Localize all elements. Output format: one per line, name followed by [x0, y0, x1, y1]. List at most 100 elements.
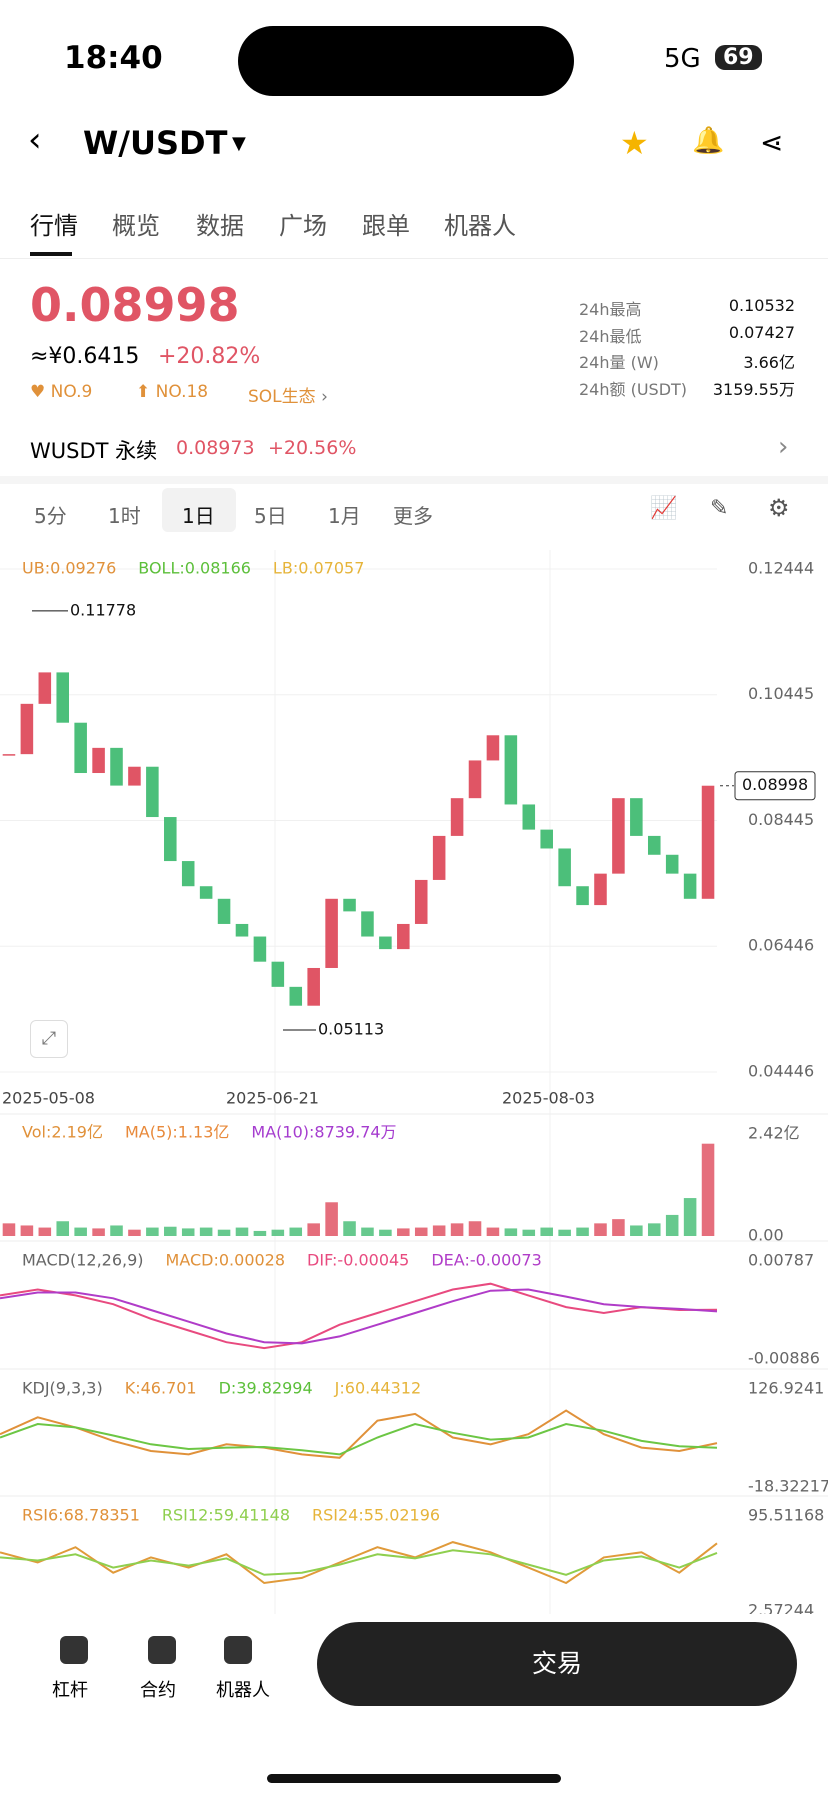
tab[interactable]: 行情 [30, 212, 78, 240]
legend-text: RSI6:68.78351 [22, 1506, 140, 1525]
share[interactable]: ⋖ [760, 126, 784, 159]
x-tick-label: 2025-05-08 [2, 1089, 95, 1108]
volume-bar [2, 1223, 16, 1236]
candle [199, 886, 213, 899]
volume-bar [20, 1225, 34, 1236]
volume-bar [468, 1221, 482, 1236]
stat-label: 24h最高 [579, 300, 642, 319]
indicator-line [0, 1541, 718, 1585]
volume-bar [647, 1223, 661, 1236]
volume-bar [414, 1227, 428, 1236]
y-tick-label: 0.06446 [748, 936, 814, 955]
stat-label: 24h量 (W) [579, 353, 659, 372]
badge-text: NO.18 [155, 382, 209, 402]
volume-bar [289, 1227, 303, 1236]
back-button[interactable]: ‹ [28, 120, 42, 160]
legend-text: K:46.701 [125, 1379, 197, 1398]
badge[interactable]: SOL生态 › [248, 387, 328, 407]
candle [20, 703, 34, 755]
x-tick-label: 2025-06-21 [226, 1089, 319, 1108]
candle [38, 672, 52, 704]
volume-bar [253, 1230, 267, 1236]
candle [92, 747, 105, 774]
candle [325, 898, 338, 968]
candle [432, 835, 446, 880]
timeframe[interactable]: 1时 [108, 504, 141, 528]
tab[interactable]: 跟单 [362, 212, 410, 240]
candle [683, 873, 697, 899]
volume-bar [56, 1221, 70, 1236]
badge[interactable]: ⬆ NO.18 [136, 382, 209, 402]
timeframe[interactable]: 1月 [328, 504, 361, 528]
last-price-box [734, 771, 816, 801]
timeframe[interactable]: 更多 [393, 504, 433, 528]
nav-label[interactable]: 杠杆 [52, 1680, 88, 1701]
candle [522, 804, 536, 830]
volume-bar [379, 1229, 392, 1236]
timeframe[interactable]: 5日 [254, 504, 287, 528]
tab[interactable]: 机器人 [444, 212, 516, 240]
draw-tool[interactable]: ✎ [710, 496, 729, 521]
status-time: 18:40 [64, 40, 163, 76]
y-tick-label: 0.04446 [748, 1062, 814, 1081]
nav-label[interactable]: 合约 [140, 1680, 176, 1701]
cny-price: ≈¥0.6415 [30, 344, 140, 369]
status-network: 5G [664, 44, 701, 74]
indicator-settings[interactable]: 📈 [650, 496, 678, 521]
favorite[interactable]: ★ [620, 124, 649, 162]
y-tick-label: 0.12444 [748, 559, 814, 578]
candle [56, 672, 70, 723]
nav-icon[interactable] [148, 1636, 176, 1664]
candle [665, 854, 679, 874]
candle [164, 817, 177, 862]
candle [397, 923, 410, 950]
legend-text: UB:0.09276 [22, 559, 116, 578]
volume-bar [217, 1229, 231, 1236]
nav-icon[interactable] [224, 1636, 252, 1664]
candle [576, 886, 589, 906]
pair-title[interactable]: W/USDT [83, 124, 228, 162]
y-tick-label: 95.51168 [748, 1506, 824, 1525]
candle [486, 735, 500, 761]
candle [217, 898, 231, 924]
legend-text: RSI24:55.02196 [312, 1506, 440, 1525]
expand-chart[interactable]: ⤢ [30, 1020, 68, 1058]
trade-button[interactable]: 交易 [317, 1622, 797, 1706]
legend-text: MA(10):8739.74万 [251, 1123, 396, 1142]
candle [612, 798, 625, 874]
legend-text: Vol:2.19亿 [22, 1123, 103, 1142]
divider [0, 476, 828, 484]
volume-bar [486, 1227, 500, 1236]
indicator-line [0, 1288, 718, 1345]
alert[interactable]: 🔔 [692, 126, 725, 156]
tab[interactable]: 数据 [196, 212, 244, 240]
price-change: +20.82% [158, 344, 261, 369]
timeframe[interactable]: 5分 [34, 504, 67, 528]
volume-bar [683, 1198, 697, 1236]
legend-text: DIF:-0.00045 [307, 1251, 409, 1270]
tab[interactable]: 概览 [112, 212, 160, 240]
volume-bar [432, 1225, 446, 1236]
perp-name[interactable]: WUSDT 永续 [30, 439, 158, 463]
volume-bar [504, 1228, 518, 1236]
perp-arrow[interactable]: › [778, 432, 789, 462]
timeframe[interactable]: 1日 [182, 504, 215, 528]
volume-bar [701, 1143, 715, 1236]
volume-bar [450, 1223, 464, 1236]
nav-icon[interactable] [60, 1636, 88, 1664]
volume-bar [630, 1225, 643, 1236]
pair-dropdown[interactable]: ▼ [232, 133, 246, 154]
candle [271, 961, 285, 987]
nav-label[interactable]: 机器人 [216, 1680, 270, 1701]
badge[interactable]: ♥ NO.9 [30, 382, 93, 402]
volume-bar [38, 1227, 52, 1236]
tab[interactable]: 广场 [279, 212, 327, 240]
candle [2, 754, 16, 756]
settings[interactable]: ⚙ [768, 494, 790, 522]
stat-label: 24h最低 [579, 326, 642, 346]
candle [594, 873, 607, 906]
perp-price: 0.08973 [176, 437, 255, 459]
legend-text: J:60.44312 [334, 1379, 421, 1398]
volume-bar [522, 1229, 536, 1236]
